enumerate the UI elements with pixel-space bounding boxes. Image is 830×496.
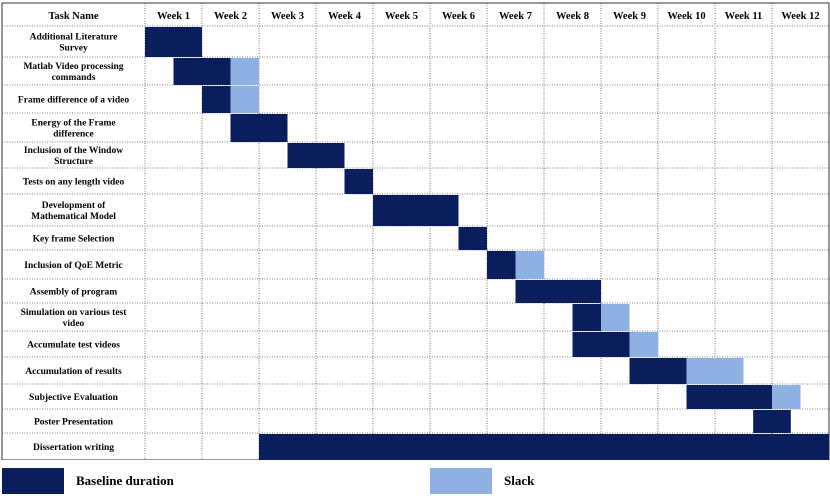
task-label-2-line-1: Matlab Video processing xyxy=(23,62,123,72)
legend-label-baseline: Baseline duration xyxy=(76,473,174,488)
task-label-16: Dissertation writing xyxy=(33,443,114,453)
grid-border xyxy=(1,2,830,460)
baseline-bar-7 xyxy=(373,195,459,226)
legend-swatch-slack xyxy=(430,468,492,494)
slack-bar-2 xyxy=(230,58,259,85)
baseline-bar-4 xyxy=(230,114,288,142)
slack-bar-9 xyxy=(515,251,544,279)
chart-header: Task Name Week 1 Week 2 Week 3 Week 4 Week 5 W… xyxy=(48,11,819,22)
task-label-6: Tests on any length video xyxy=(23,178,125,188)
baseline-bar-16 xyxy=(259,434,829,460)
task-label-12: Accumulate test videos xyxy=(27,341,120,351)
slack-bar-11 xyxy=(601,304,630,331)
week-header-8: Week 8 xyxy=(556,11,589,22)
slack-bar-13 xyxy=(686,358,744,384)
task-label-8: Key frame Selection xyxy=(33,235,115,245)
week-header-6: Week 6 xyxy=(442,11,475,22)
task-label-10: Assembly of program xyxy=(30,288,118,298)
baseline-bar-9 xyxy=(487,251,516,279)
task-label-5-line-1: Inclusion of the Window xyxy=(24,146,123,156)
task-label-15: Poster Presentation xyxy=(34,418,114,428)
chart-bars xyxy=(145,27,829,460)
task-label-3: Frame difference of a video xyxy=(18,96,129,106)
task-label-7-line-2: Mathematical Model xyxy=(31,212,116,222)
task-label-14: Subjective Evaluation xyxy=(29,393,119,403)
week-header-3: Week 3 xyxy=(271,11,304,22)
baseline-bar-8 xyxy=(458,227,487,250)
task-label-4-line-2: difference xyxy=(53,130,93,140)
week-header-7: Week 7 xyxy=(499,11,532,22)
baseline-bar-5 xyxy=(287,143,345,168)
task-label-11-line-2: video xyxy=(63,319,85,329)
week-header-10: Week 10 xyxy=(667,11,705,22)
week-header-11: Week 11 xyxy=(725,11,763,22)
slack-bar-12 xyxy=(629,332,658,357)
baseline-bar-11 xyxy=(572,304,601,331)
legend-item-slack: Slack xyxy=(430,468,534,494)
legend-label-slack: Slack xyxy=(504,473,535,488)
legend-item-baseline: Baseline duration xyxy=(2,468,174,494)
baseline-bar-12 xyxy=(572,332,630,357)
task-label-1-line-2: Survey xyxy=(59,44,88,54)
baseline-bar-10 xyxy=(515,280,601,303)
week-header-12: Week 12 xyxy=(781,11,819,22)
task-label-1-line-1: Additional Literature xyxy=(30,33,118,43)
task-label-13: Accumulation of results xyxy=(25,367,122,377)
baseline-bar-6 xyxy=(344,169,373,194)
chart-grid xyxy=(1,2,830,460)
baseline-bar-2 xyxy=(173,58,231,85)
week-header-2: Week 2 xyxy=(214,11,247,22)
baseline-bar-15 xyxy=(753,410,791,433)
task-label-9: Inclusion of QoE Metric xyxy=(24,261,122,271)
slack-bar-14 xyxy=(772,385,801,409)
chart-legend: Baseline duration Slack xyxy=(0,462,830,496)
week-header-1: Week 1 xyxy=(157,11,190,22)
task-name-header: Task Name xyxy=(48,11,98,22)
week-header-9: Week 9 xyxy=(613,11,646,22)
legend-swatch-baseline xyxy=(2,468,64,494)
gantt-chart: Task Name Week 1 Week 2 Week 3 Week 4 Week 5 W… xyxy=(1,2,830,460)
task-label-7-line-1: Development of xyxy=(42,201,106,211)
task-label-2-line-2: commands xyxy=(52,73,96,83)
baseline-bar-14 xyxy=(686,385,772,409)
task-label-5-line-2: Structure xyxy=(54,157,93,167)
baseline-bar-3 xyxy=(202,86,231,113)
task-label-11-line-1: Simulation on various test xyxy=(21,308,128,318)
baseline-bar-13 xyxy=(629,358,687,384)
task-label-4-line-1: Energy of the Frame xyxy=(31,119,115,129)
slack-bar-3 xyxy=(230,86,259,113)
week-header-5: Week 5 xyxy=(385,11,418,22)
week-header-4: Week 4 xyxy=(328,11,362,22)
baseline-bar-1 xyxy=(145,27,202,57)
